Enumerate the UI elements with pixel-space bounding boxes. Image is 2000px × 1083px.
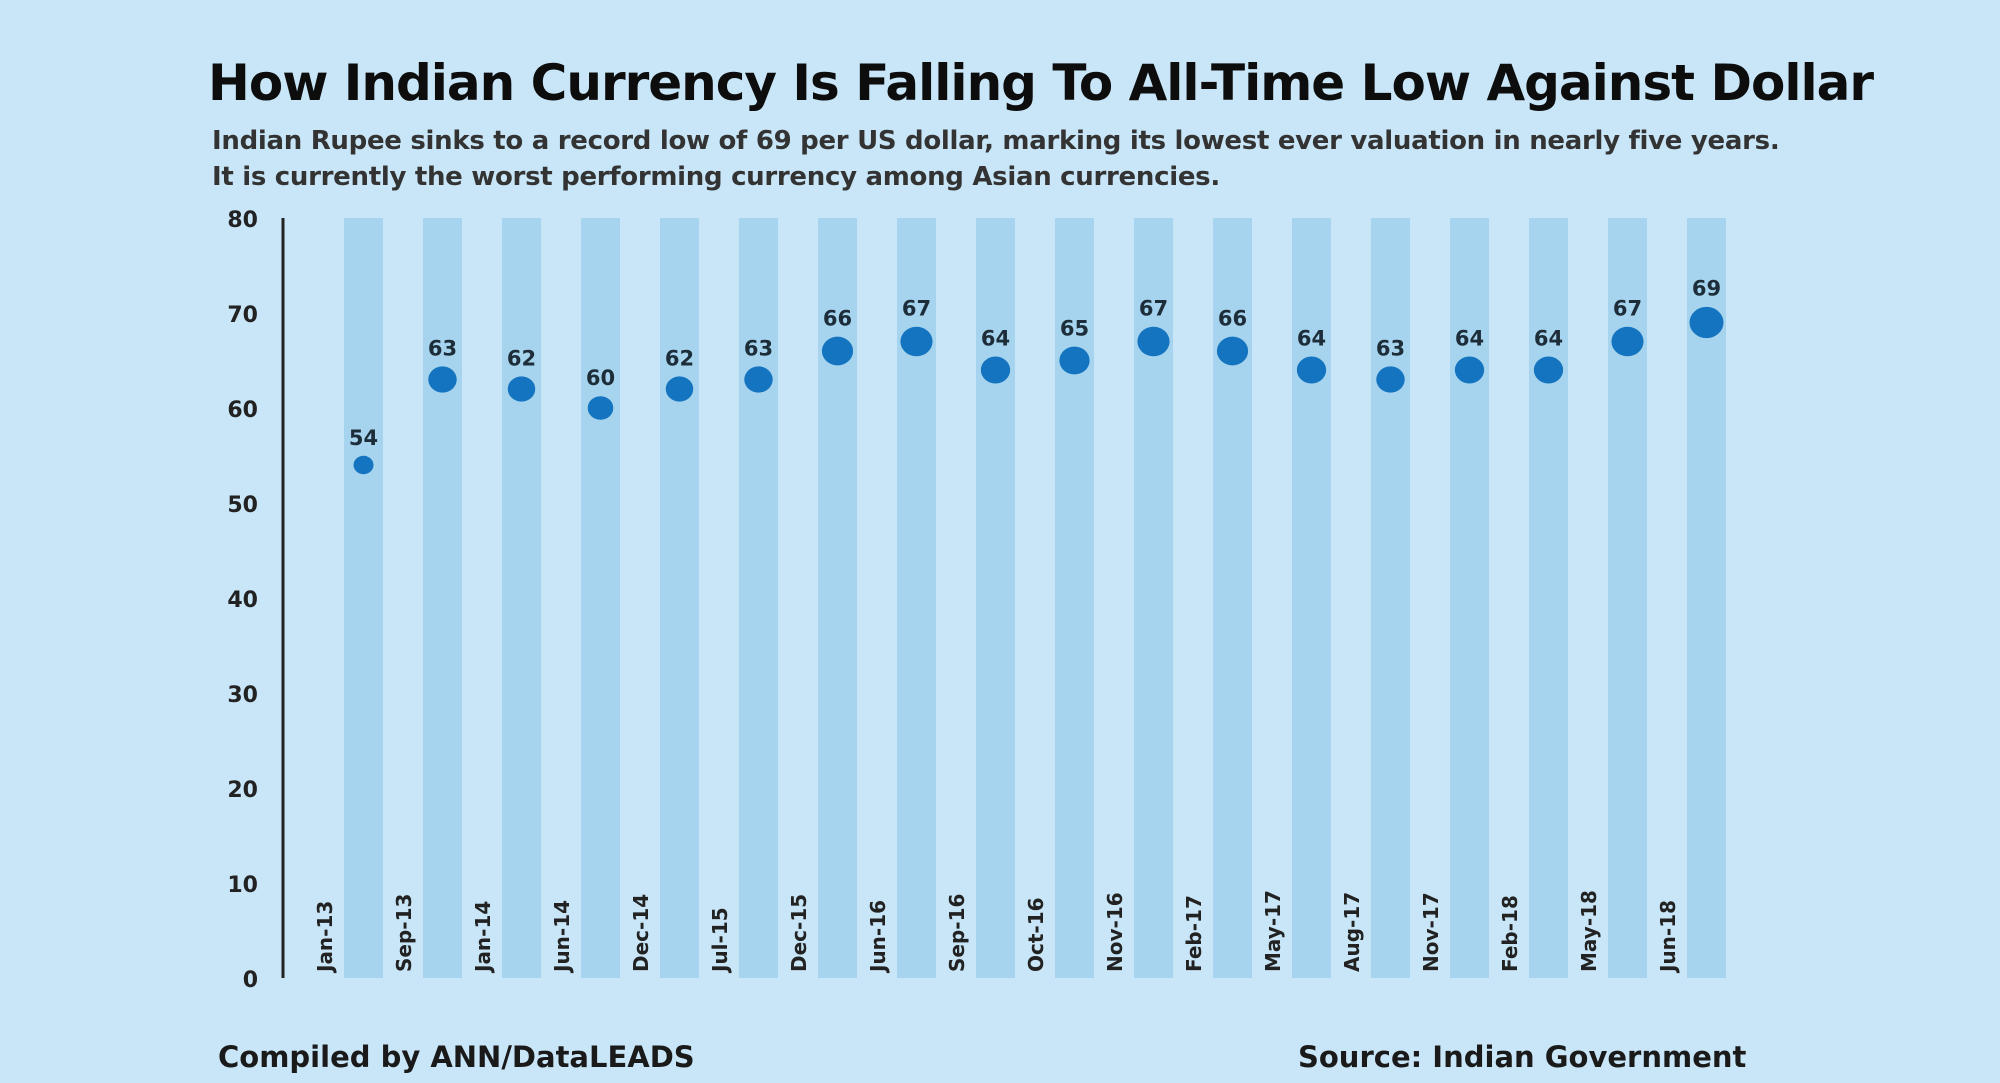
data-label: 62 <box>507 346 536 370</box>
data-label: 63 <box>428 336 457 360</box>
column-bands <box>344 218 1726 978</box>
data-marks: Jan-13 54 Sep-13 63 Jan-14 62 Jun-14 60 Dec-14 62… <box>313 277 1724 974</box>
data-point <box>428 366 457 393</box>
x-category-label: Feb-18 <box>1498 895 1522 972</box>
y-tick-label: 80 <box>227 208 258 233</box>
x-category-label: Aug-17 <box>1340 892 1364 972</box>
data-point <box>1216 336 1249 366</box>
compiled-by-credit: Compiled by ANN/DataLEADS <box>218 1040 695 1074</box>
source-credit: Source: Indian Government <box>1298 1040 1747 1074</box>
data-point <box>587 396 614 420</box>
data-point <box>821 336 854 366</box>
data-label: 69 <box>1692 277 1721 301</box>
x-category-label: Jun-18 <box>1656 900 1680 974</box>
y-axis: 0 10 20 30 40 50 60 70 80 <box>227 208 285 993</box>
data-label: 62 <box>665 346 694 370</box>
data-point <box>744 366 773 393</box>
data-label: 67 <box>1613 296 1642 320</box>
column-band <box>1292 218 1331 978</box>
x-category-label: Dec-15 <box>787 894 811 972</box>
x-category-label: Feb-17 <box>1182 895 1206 972</box>
data-point <box>665 376 694 402</box>
y-tick-label: 50 <box>227 493 258 518</box>
data-point <box>1689 306 1724 339</box>
column-band <box>1529 218 1568 978</box>
column-band <box>1450 218 1489 978</box>
x-category-label: May-18 <box>1577 890 1601 972</box>
y-tick-label: 30 <box>227 683 258 708</box>
data-point <box>980 356 1011 384</box>
x-category-label: Nov-16 <box>1103 892 1127 972</box>
x-category-label: Jun-14 <box>550 900 574 974</box>
data-point <box>1611 326 1644 357</box>
data-label: 64 <box>1297 326 1326 350</box>
data-label: 64 <box>1534 326 1563 350</box>
data-label: 65 <box>1060 316 1089 340</box>
data-label: 67 <box>1139 296 1168 320</box>
y-tick-label: 0 <box>243 968 258 993</box>
x-category-label: Jan-14 <box>471 901 495 974</box>
column-band <box>502 218 541 978</box>
data-point <box>1454 356 1485 384</box>
data-label: 64 <box>1455 326 1484 350</box>
y-tick-label: 70 <box>227 303 258 328</box>
column-band <box>423 218 462 978</box>
x-category-label: Jun-16 <box>866 900 890 974</box>
data-point <box>900 326 933 357</box>
data-point <box>1376 366 1405 393</box>
data-label: 63 <box>1376 336 1405 360</box>
data-label: 64 <box>981 326 1010 350</box>
data-label: 54 <box>349 426 378 450</box>
data-point <box>1137 326 1170 357</box>
data-label: 66 <box>1218 306 1247 330</box>
x-category-label: May-17 <box>1261 890 1285 972</box>
column-band <box>581 218 620 978</box>
chart-title: How Indian Currency Is Falling To All-Ti… <box>208 54 1874 112</box>
data-point <box>1533 356 1564 384</box>
x-category-label: Nov-17 <box>1419 892 1443 972</box>
y-tick-label: 40 <box>227 588 258 613</box>
y-tick-label: 10 <box>227 873 258 898</box>
y-tick-label: 20 <box>227 778 258 803</box>
chart-subtitle-line-2: It is currently the worst performing cur… <box>212 162 1220 192</box>
data-label: 67 <box>902 296 931 320</box>
column-band <box>344 218 383 978</box>
column-band <box>1213 218 1252 978</box>
data-point <box>353 455 374 475</box>
x-category-label: Dec-14 <box>629 894 653 972</box>
data-point <box>1059 346 1090 375</box>
x-category-label: Jan-13 <box>313 901 337 974</box>
y-tick-label: 60 <box>227 398 258 423</box>
data-label: 63 <box>744 336 773 360</box>
column-band <box>818 218 857 978</box>
data-label: 60 <box>586 366 615 390</box>
column-band <box>660 218 699 978</box>
chart-subtitle-line-1: Indian Rupee sinks to a record low of 69… <box>212 126 1780 156</box>
data-point <box>507 376 536 402</box>
column-band <box>976 218 1015 978</box>
data-point <box>1296 356 1327 384</box>
data-label: 66 <box>823 306 852 330</box>
x-category-label: Jul-15 <box>708 907 732 974</box>
x-category-label: Sep-16 <box>945 894 969 972</box>
column-band <box>1687 218 1726 978</box>
x-category-label: Sep-13 <box>392 894 416 972</box>
column-band <box>1055 218 1094 978</box>
column-band <box>739 218 778 978</box>
column-band <box>1371 218 1410 978</box>
x-category-label: Oct-16 <box>1024 897 1048 972</box>
